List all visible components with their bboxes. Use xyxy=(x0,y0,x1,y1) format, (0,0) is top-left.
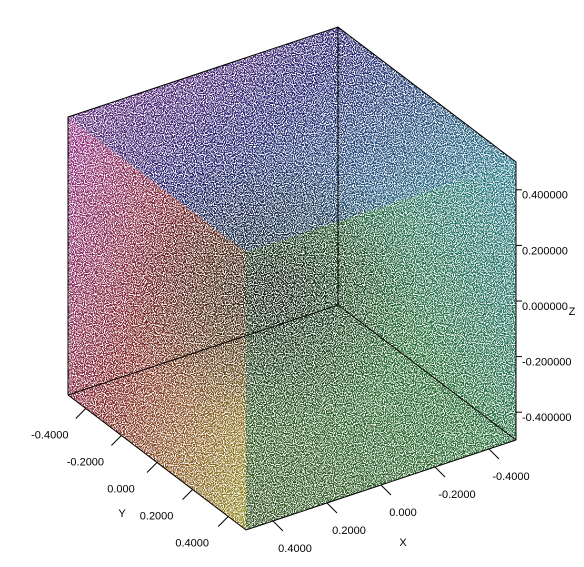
y-tick-label: 0.4000 xyxy=(175,537,209,549)
x-tick-label: -0.2000 xyxy=(438,489,475,501)
y-tick xyxy=(182,489,193,500)
y-tick xyxy=(217,516,229,527)
y-axis-label: Y xyxy=(118,508,126,520)
x-tick-label: 0.000 xyxy=(389,507,417,519)
point-cloud xyxy=(68,27,516,530)
x-tick xyxy=(488,448,500,460)
box xyxy=(67,26,517,531)
y-tick-label: 0.000 xyxy=(107,483,135,495)
axis-line xyxy=(67,394,517,531)
z-tick-label: 0.200000 xyxy=(522,245,568,257)
z-tick-label: 0.400000 xyxy=(522,190,568,202)
y-tick-label: -0.2000 xyxy=(67,456,104,468)
cloud-core xyxy=(120,150,420,430)
z-tick-label: -0.400000 xyxy=(522,412,572,424)
y-tick xyxy=(111,435,122,446)
y-tick-label: -0.4000 xyxy=(31,429,68,441)
x-tick-label: 0.2000 xyxy=(332,525,366,537)
y-tick-label: 0.2000 xyxy=(140,510,174,522)
y-tick xyxy=(75,408,87,419)
z-tick-label: -0.200000 xyxy=(522,357,572,369)
z-axis-label: Z xyxy=(569,306,576,318)
x-tick-label: -0.4000 xyxy=(492,471,529,483)
x-tick xyxy=(272,520,284,532)
x-axis-label: X xyxy=(399,537,407,549)
z-tick-label: 0.000000 xyxy=(522,301,568,313)
x-tick-label: 0.4000 xyxy=(278,543,312,555)
x-tick xyxy=(380,484,392,496)
y-tick xyxy=(146,462,158,473)
x-tick xyxy=(434,466,446,478)
x-tick xyxy=(326,502,338,514)
